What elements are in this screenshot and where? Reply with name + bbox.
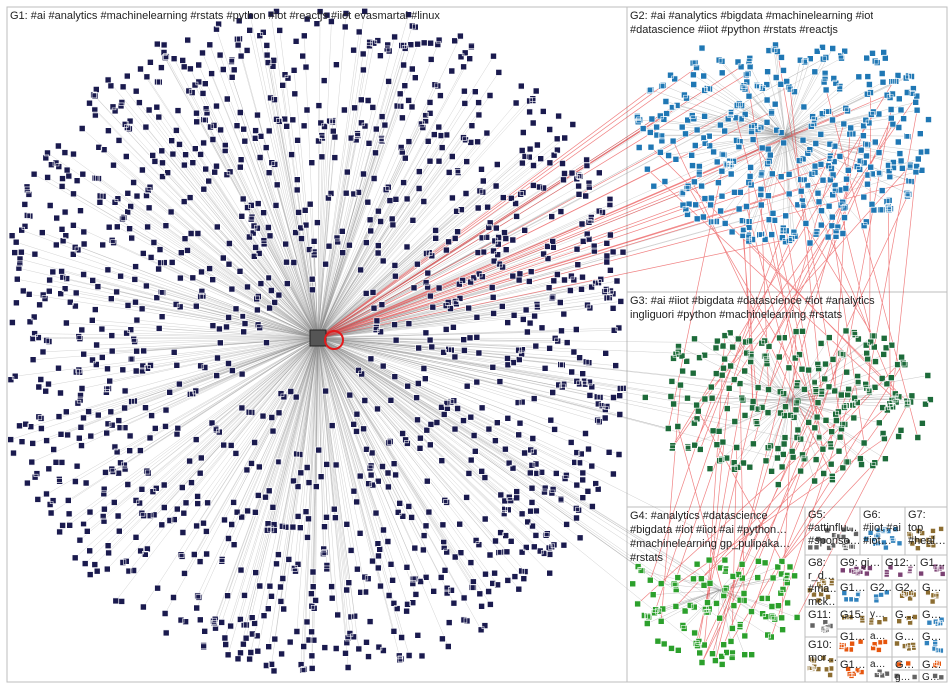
group-box-g2	[626, 6, 948, 293]
group-label-g18: G2…	[870, 582, 891, 594]
inter-group-edges-path	[317, 51, 919, 663]
inter-group-edges	[317, 51, 919, 663]
group-label-g19: G2…	[895, 582, 918, 594]
nodes-g7	[906, 526, 944, 551]
group-label-g20: G…	[922, 582, 942, 594]
nodes-g10	[807, 655, 834, 678]
group-boxes	[6, 6, 948, 683]
group-label-g23: G…	[895, 631, 915, 643]
group-label-g1: G1: #ai #analytics #machinelearning #rst…	[10, 10, 440, 22]
nodes-g13	[918, 563, 946, 577]
nodes-g24	[924, 639, 944, 654]
group-label-g31: y…	[870, 609, 885, 620]
g3-nodes	[642, 327, 934, 488]
g1-hub-self-loop	[324, 330, 344, 350]
nodes-g34	[893, 673, 918, 680]
group-label-g2: G2: #ai #analytics #bigdata #machinelear…	[630, 10, 874, 36]
group-label-g27: G…	[922, 672, 940, 682]
nodes-g18	[873, 589, 890, 604]
nodes-g31	[868, 616, 888, 626]
nodes-g22	[926, 616, 945, 627]
nodes-g12	[883, 564, 914, 578]
group-label-g3: G3: #ai #iiot #bigdata #datascience #iot…	[630, 295, 875, 321]
group-label-g33: a…	[870, 659, 886, 670]
nodes-g27	[932, 673, 945, 681]
group-label-g12: G12:…	[885, 557, 916, 569]
group-label-g34: g…	[895, 672, 911, 682]
nodes-g19	[899, 589, 917, 602]
nodes-g20	[925, 589, 940, 605]
nodes-g16	[838, 638, 864, 653]
nodes-g8	[807, 578, 835, 604]
group-box-g27	[918, 669, 948, 683]
nodes-g26	[932, 660, 942, 668]
g1-nodes	[7, 8, 627, 675]
nodes-g33	[874, 668, 890, 679]
group-label-g11: G11:	[808, 609, 832, 621]
nodes	[7, 8, 946, 681]
group-label-g26: G…	[922, 659, 942, 670]
nodes-g6	[863, 526, 903, 551]
group-label-g8: G8: r_d… #ma… mck…	[808, 557, 836, 607]
nodes-g14	[841, 590, 862, 603]
g2-nodes	[634, 41, 932, 247]
nodes-g21	[896, 614, 918, 626]
nodes-g9	[840, 564, 873, 577]
group-label-g13: G1…	[920, 557, 946, 569]
group-label-g25: G…	[895, 659, 915, 670]
nodes-g5	[807, 526, 859, 551]
group-label-g6: G6: #iiot #ai #iot…	[863, 509, 901, 547]
group-label-g17: G1…	[840, 659, 866, 671]
group-label-g9: G9: gi…	[840, 557, 881, 569]
g4-nodes	[629, 556, 801, 668]
nodes-g15	[841, 614, 866, 624]
group-label-g4: G4: #analytics #datascience #bigdata #io…	[630, 510, 791, 564]
group-label-g32: a…	[870, 631, 886, 642]
group-label-g21: G…	[895, 609, 915, 621]
nodes-g25	[896, 660, 911, 668]
group-label-g15: G15:	[840, 609, 864, 621]
g1-hub-node	[309, 329, 327, 347]
group-label-g16: G1…	[840, 631, 866, 643]
group-label-g22: G…	[922, 609, 942, 621]
group-label-g7: G7: top #heal…	[908, 509, 946, 547]
nodes-g11	[809, 619, 834, 634]
group-label-g24: G…	[922, 631, 942, 643]
group-label-g10: G10: mcr…	[808, 639, 836, 664]
nodes-g32	[870, 639, 888, 653]
group-label-g14: G1…	[840, 582, 866, 594]
nodes-g17	[845, 666, 865, 679]
group-label-g5: G5: #attinflu… #sponso…	[808, 509, 859, 547]
nodes-g23	[894, 640, 917, 652]
